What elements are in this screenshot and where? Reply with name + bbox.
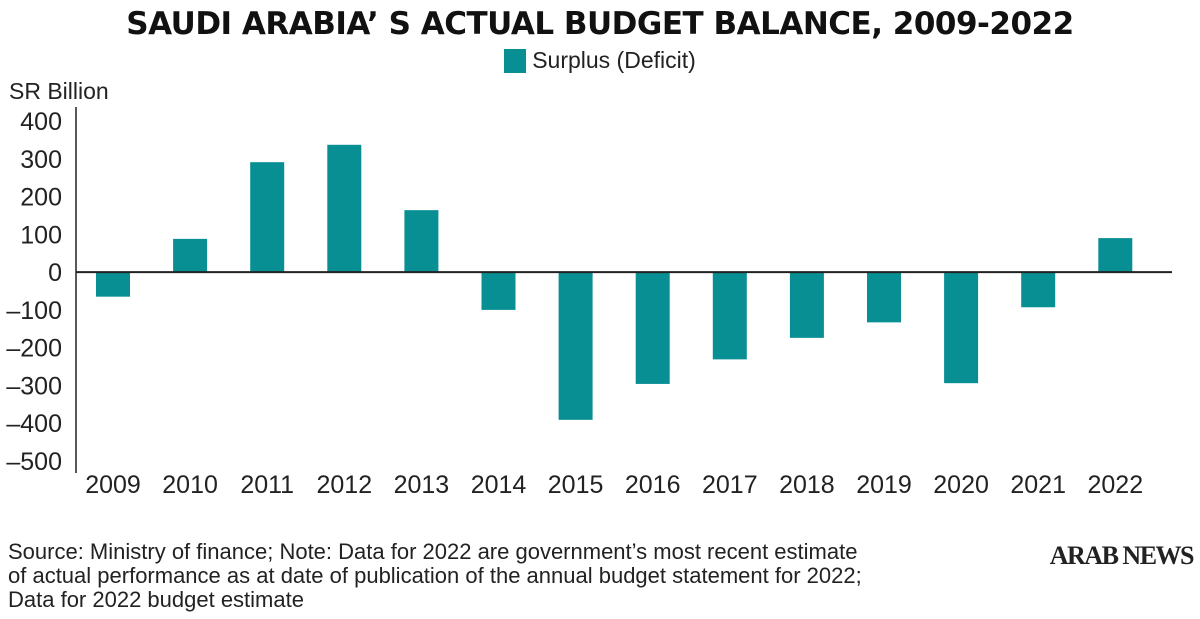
y-axis-label: SR Billion <box>9 78 109 104</box>
x-axis-labels: 2009 2010 2011 2012 2013 2014 2015 2016 2017 2018… <box>85 471 1143 499</box>
chart-title: SAUDI ARABIA’ S ACTUAL BUDGET BALANCE, 2… <box>126 6 1074 42</box>
legend-label: Surplus (Deficit) <box>532 47 696 73</box>
source-line-2: of actual performance as at date of publ… <box>8 563 862 588</box>
bar-2020 <box>944 272 979 384</box>
x-tick-label: 2020 <box>933 471 989 499</box>
bar-2014 <box>481 272 516 310</box>
x-tick-label: 2013 <box>394 471 450 499</box>
y-tick-label: –400 <box>6 410 62 438</box>
bar-2010 <box>173 238 208 273</box>
x-tick-label: 2014 <box>471 471 527 499</box>
x-tick-label: 2022 <box>1087 471 1143 499</box>
y-axis-ticks: 400 300 200 100 0 –100 –200 –300 –400 –500 <box>6 108 62 476</box>
y-tick-label: –300 <box>6 372 62 400</box>
x-tick-label: 2011 <box>240 471 294 499</box>
x-tick-label: 2018 <box>779 471 835 499</box>
legend-swatch-surplus <box>504 48 527 73</box>
y-tick-label: –100 <box>6 297 62 325</box>
x-tick-label: 2015 <box>548 471 604 499</box>
bar-2019 <box>867 272 901 323</box>
y-tick-label: –200 <box>6 335 62 363</box>
bar-2018 <box>789 272 824 338</box>
source-line-1: Source: Ministry of finance; Note: Data … <box>8 539 858 564</box>
bar-2012 <box>327 144 362 273</box>
bar-2022 <box>1098 238 1133 273</box>
x-tick-label: 2012 <box>316 471 372 499</box>
x-tick-label: 2021 <box>1010 471 1066 499</box>
bar-2011 <box>250 162 285 273</box>
y-tick-label: 0 <box>48 259 62 287</box>
x-tick-label: 2017 <box>702 471 758 499</box>
x-tick-label: 2016 <box>625 471 681 499</box>
legend: Surplus (Deficit) <box>0 47 1200 74</box>
arab-news-logo: ARAB NEWS <box>1049 541 1195 570</box>
y-tick-label: 100 <box>20 221 62 249</box>
y-tick-label: 300 <box>20 146 62 174</box>
y-tick-label: –500 <box>6 448 62 476</box>
x-tick-label: 2019 <box>856 471 912 499</box>
source-line-3: Data for 2022 budget estimate <box>8 587 304 612</box>
y-tick-label: 200 <box>20 184 62 212</box>
bar-2013 <box>404 210 439 273</box>
x-tick-label: 2009 <box>85 471 141 499</box>
x-tick-label: 2010 <box>162 471 218 499</box>
bars <box>96 144 1133 420</box>
source-note: Source: Ministry of finance; Note: Data … <box>8 540 1048 612</box>
bar-2016 <box>635 272 670 384</box>
bar-2015 <box>558 272 593 420</box>
bar-2009 <box>96 272 130 297</box>
bar-2017 <box>712 272 747 360</box>
bar-2021 <box>1021 272 1056 308</box>
y-tick-label: 400 <box>20 108 62 136</box>
